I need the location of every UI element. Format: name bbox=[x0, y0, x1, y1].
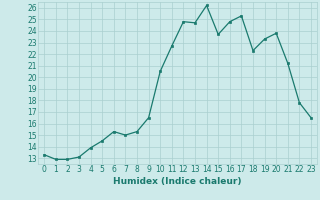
X-axis label: Humidex (Indice chaleur): Humidex (Indice chaleur) bbox=[113, 177, 242, 186]
